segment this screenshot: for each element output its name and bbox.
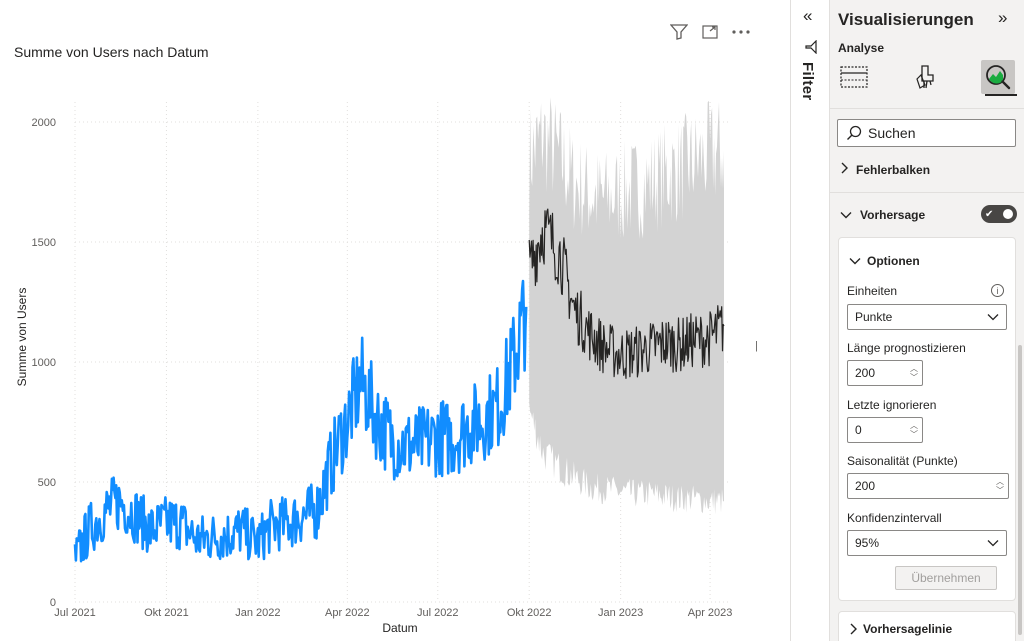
- ignore-last-label: Letzte ignorieren: [847, 398, 937, 412]
- y-tick-label: 1000: [32, 357, 56, 369]
- analytics-magnifier-icon: [986, 65, 1011, 90]
- y-tick-label: 500: [38, 477, 56, 489]
- x-axis-title: Datum: [382, 621, 417, 635]
- search-input[interactable]: Suchen: [837, 119, 1016, 147]
- forecast-length-label: Länge prognostizieren: [847, 341, 966, 355]
- analytics-section-label: Analyse: [838, 41, 885, 55]
- forecast-line-label: Vorhersagelinie: [863, 622, 953, 636]
- x-tick-label: Apr 2022: [325, 607, 370, 619]
- focus-mode-icon[interactable]: [699, 22, 721, 42]
- confidence-value: 95%: [855, 536, 880, 550]
- x-tick-label: Apr 2023: [688, 607, 733, 619]
- forecast-toggle[interactable]: ✔: [981, 205, 1017, 223]
- forecast-length-stepper[interactable]: 200 ︿ ﹀: [847, 360, 923, 386]
- ignore-last-value: 0: [855, 423, 862, 437]
- x-tick-label: Jul 2021: [54, 607, 96, 619]
- forecast-length-value: 200: [855, 366, 876, 380]
- search-placeholder: Suchen: [868, 125, 916, 141]
- x-tick-label: Okt 2022: [507, 607, 552, 619]
- section-error-bars[interactable]: Fehlerbalken: [830, 149, 1024, 191]
- chevron-down-icon: [987, 536, 999, 550]
- chevron-down-icon: [987, 310, 999, 324]
- pane-divider: [830, 108, 1024, 109]
- units-dropdown[interactable]: Punkte: [847, 304, 1007, 330]
- ignore-last-stepper[interactable]: 0 ︿ ﹀: [847, 417, 923, 443]
- confidence-dropdown[interactable]: 95%: [847, 530, 1007, 556]
- pane-scrollbar[interactable]: [1018, 345, 1022, 635]
- section-forecast-line[interactable]: Vorhersagelinie: [838, 611, 1016, 641]
- active-tab-indicator: [985, 94, 1017, 96]
- x-tick-label: Jul 2022: [417, 607, 459, 619]
- line-chart-visual[interactable]: 0 500 1000 1500 2000 Jul 2021 Okt 2021 Jan 202…: [0, 0, 790, 641]
- info-icon[interactable]: i: [991, 284, 1004, 297]
- toggle-knob: [1003, 209, 1013, 219]
- chevron-right-icon: [840, 161, 848, 179]
- section-divider: [830, 192, 1024, 193]
- options-header-label: Optionen: [867, 254, 920, 268]
- line-chart: 0 500 1000 1500 2000 Jul 2021 Okt 2021 Jan 202…: [15, 97, 758, 635]
- tab-format-visual[interactable]: [910, 60, 944, 94]
- filter-pane-label[interactable]: Filter: [799, 62, 816, 101]
- search-icon: [847, 125, 862, 140]
- chevron-down-icon: [840, 206, 852, 224]
- x-tick-label: Jan 2022: [235, 607, 280, 619]
- tab-analytics[interactable]: [981, 60, 1015, 94]
- section-forecast-label: Vorhersage: [860, 208, 926, 222]
- chevron-right-icon: [849, 622, 857, 640]
- chevron-down-icon: [849, 252, 861, 270]
- y-tick-label: 2000: [32, 117, 56, 129]
- confidence-label: Konfidenzintervall: [847, 511, 942, 525]
- tab-build-visual[interactable]: [837, 60, 871, 94]
- section-forecast[interactable]: Vorhersage: [830, 194, 1024, 236]
- options-header[interactable]: Optionen: [849, 252, 920, 270]
- y-tick-label: 1500: [32, 237, 56, 249]
- series-line-forecast[interactable]: [528, 208, 725, 379]
- stepper-arrows-icon[interactable]: ︿ ﹀: [996, 477, 1004, 495]
- chart-title: Summe von Users nach Datum: [14, 44, 209, 60]
- section-error-bars-label: Fehlerbalken: [856, 163, 931, 177]
- filter-pane-icon: [804, 39, 818, 59]
- x-tick-label: Okt 2021: [144, 607, 189, 619]
- units-label: Einheiten: [847, 284, 898, 298]
- x-tick-label: Jan 2023: [598, 607, 643, 619]
- seasonality-label: Saisonalität (Punkte): [847, 454, 958, 468]
- stepper-arrows-icon[interactable]: ︿ ﹀: [910, 421, 918, 439]
- y-tick-label: 0: [50, 597, 56, 609]
- stepper-arrows-icon[interactable]: ︿ ﹀: [910, 364, 918, 382]
- series-line-users[interactable]: [73, 279, 528, 563]
- more-options-icon[interactable]: [730, 22, 752, 42]
- visualizations-pane: Visualisierungen » Analyse: [830, 0, 1024, 641]
- units-value: Punkte: [855, 310, 893, 324]
- checkmark-icon: ✔: [985, 208, 994, 220]
- options-card: Optionen Einheiten i Punkte Länge progno…: [838, 237, 1016, 601]
- resize-handle[interactable]: |: [755, 340, 758, 352]
- seasonality-stepper[interactable]: 200 ︿ ﹀: [847, 473, 1009, 499]
- expand-right-icon[interactable]: »: [998, 8, 1008, 27]
- collapse-left-icon[interactable]: «: [803, 6, 813, 25]
- filter-pane-collapsed[interactable]: « Filter: [790, 0, 830, 641]
- visualizations-pane-title: Visualisierungen: [838, 10, 974, 29]
- y-axis-title: Summe von Users: [15, 288, 29, 387]
- apply-button[interactable]: Übernehmen: [895, 566, 997, 590]
- paintbrush-icon: [916, 65, 934, 89]
- filter-icon[interactable]: [668, 22, 690, 42]
- seasonality-value: 200: [855, 479, 876, 493]
- confidence-band: [529, 97, 724, 515]
- table-grid-icon: [840, 66, 868, 88]
